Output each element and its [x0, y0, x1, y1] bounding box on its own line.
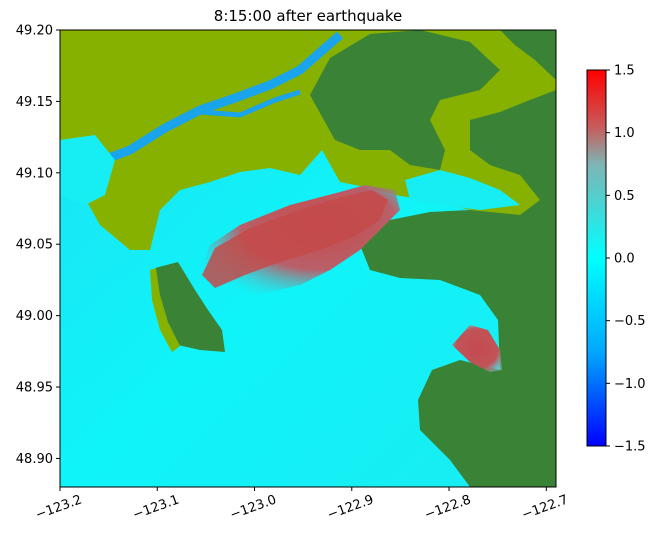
x-tick-label: −122.8 [423, 492, 473, 523]
land-upland-e [360, 90, 556, 487]
y-axis: 48.90 48.95 49.00 49.05 49.10 49.15 49.20 [16, 24, 60, 467]
y-tick-label: 49.15 [16, 95, 53, 110]
y-tick-label: 48.95 [16, 381, 53, 396]
colorbar-tick-label: −1.5 [614, 440, 646, 455]
plot-area [60, 30, 556, 487]
y-tick-label: 49.05 [16, 238, 53, 253]
colorbar-tick-label: 0.5 [614, 189, 635, 204]
land-peninsula-edge [150, 268, 180, 352]
land-south [420, 370, 470, 412]
colorbar-ticks: −1.5 −1.0 −0.5 0.0 0.5 1.0 1.5 [606, 64, 646, 455]
x-tick-label: −123.1 [131, 492, 181, 523]
chart-title: 8:15:00 after earthquake [214, 7, 402, 25]
colorbar-tick-label: 0.0 [614, 252, 635, 267]
colorbar-tick-label: 1.5 [614, 64, 635, 79]
water-pocket-2 [405, 170, 520, 210]
y-tick-label: 49.20 [16, 24, 53, 39]
x-tick-label: −123.0 [228, 492, 278, 523]
y-tick-label: 49.10 [16, 166, 53, 181]
colorbar-tick-label: −1.0 [614, 377, 646, 392]
x-tick-label: −122.7 [520, 492, 570, 523]
river-channel-branch [199, 89, 301, 118]
y-tick-label: 49.00 [16, 309, 53, 324]
x-tick-label: −123.2 [34, 492, 84, 523]
land-peninsula-tsawwassen [155, 262, 225, 352]
water-pocket [60, 135, 115, 205]
surge-region-core [202, 190, 388, 288]
x-axis: −123.2 −123.1 −123.0 −122.9 −122.8 −122.7 [34, 487, 570, 523]
colorbar-gradient [586, 69, 607, 447]
colorbar-tick-label: −0.5 [614, 314, 646, 329]
surge-region-south [452, 325, 502, 372]
x-tick-label: −122.9 [325, 492, 375, 523]
axes-frame [59, 29, 557, 488]
colorbar: −1.5 −1.0 −0.5 0.0 0.5 1.0 1.5 [586, 64, 646, 455]
colorbar-tick-label: 1.0 [614, 126, 635, 141]
river-channel [88, 31, 343, 170]
y-tick-label: 48.90 [16, 452, 53, 467]
land-upland-far-ne [500, 30, 556, 80]
land-upland-ne [310, 30, 500, 170]
